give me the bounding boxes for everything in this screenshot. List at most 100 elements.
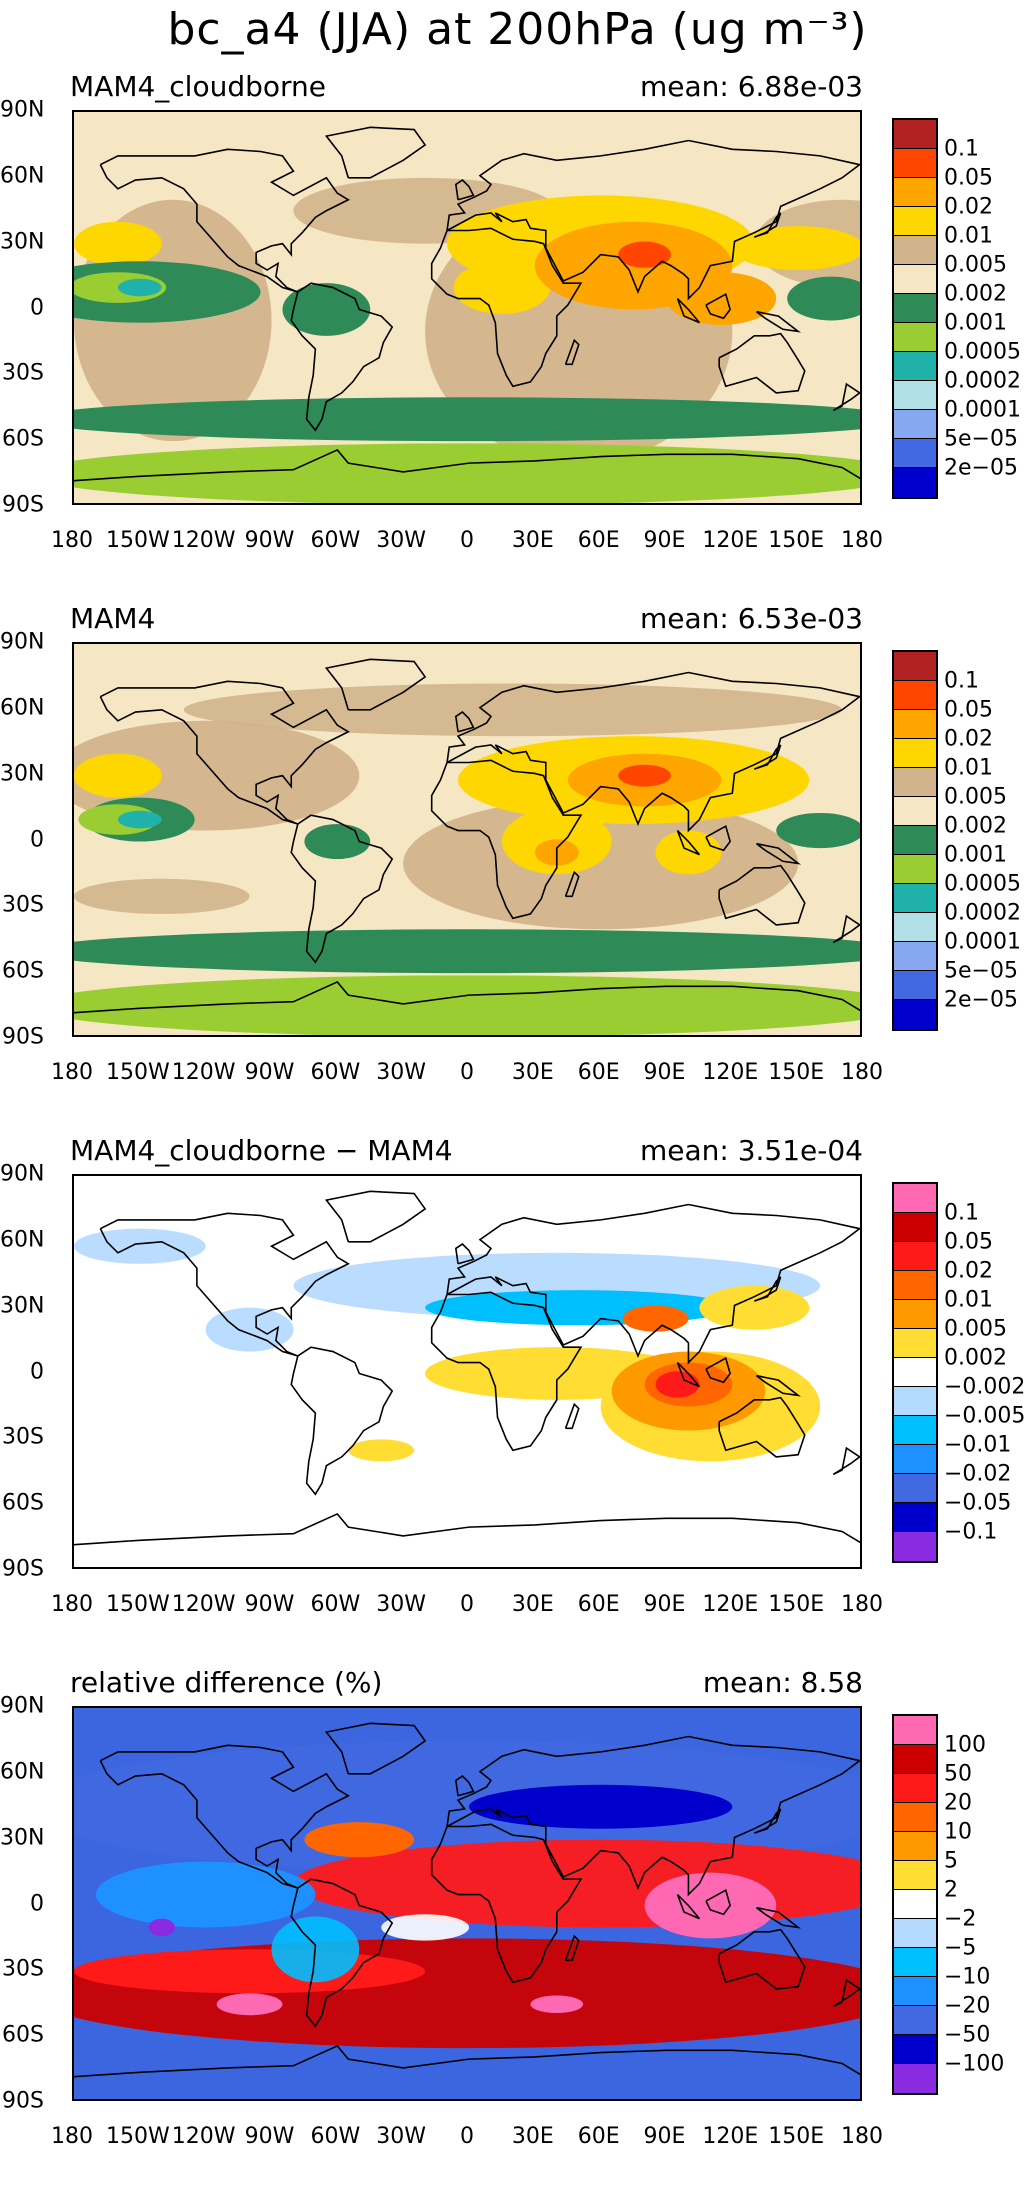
y-tick-label: 60S [2,958,44,984]
y-tick-label: 90S [2,492,44,518]
field-contour [95,1861,316,1928]
coastline [74,448,860,482]
colorbar [892,650,938,1031]
colorbar-swatch [894,1977,936,2006]
colorbar-swatch [894,1329,936,1358]
x-tick-label: 150E [768,2124,825,2149]
colorbar-label: 0.1 [944,1200,979,1226]
colorbar-label: −20 [944,1993,991,2019]
coastline [454,710,475,733]
colorbar-swatch [894,1716,936,1745]
coastline [74,2044,860,2078]
coastline [324,658,427,711]
panel-title: MAM4_cloudborne [70,70,327,103]
colorbar-label: 5 [944,1848,958,1874]
x-tick-label: 150W [105,1060,170,1085]
field-contour [74,1949,426,1994]
colorbar-swatch [894,207,936,236]
colorbar-label: 0.002 [944,281,1007,307]
colorbar-swatch [894,1532,936,1561]
colorbar-label: 0.005 [944,784,1007,810]
field-contour [74,1740,860,1873]
coastline [753,1276,782,1302]
panel-mean: mean: 3.51e-04 [639,1134,863,1167]
colorbar-swatch [894,855,936,884]
colorbar-label: 0.0002 [944,368,1021,394]
colorbar-label: 0.0005 [944,339,1021,365]
colorbar-swatch [894,2006,936,2035]
x-tick-label: 120E [702,528,759,553]
coastline [324,126,427,179]
x-tick-label: 180 [51,1060,93,1085]
colorbar-label: 0.0002 [944,900,1021,926]
colorbar-swatch [894,797,936,826]
colorbar-label: 0.005 [944,252,1007,278]
coastline [446,671,860,833]
field-contour [117,810,162,829]
coastline [430,759,583,920]
coastline [564,1402,580,1430]
colorbar-label: −0.05 [944,1490,1012,1516]
colorbar-label: −0.1 [944,1519,998,1545]
y-tick-label: 0 [30,295,44,320]
field-contour [304,823,371,860]
coastline [99,148,350,293]
field-contour [304,1822,415,1858]
coastline [324,1190,427,1243]
y-tick-label: 90N [0,629,45,655]
x-tick-label: 30E [511,1060,554,1085]
x-tick-label: 0 [460,528,474,553]
x-tick-label: 120E [702,1060,759,1085]
colorbar-swatch [894,1890,936,1919]
field-contour [74,975,860,1035]
colorbar-label: 0.005 [944,1316,1007,1342]
colorbar-swatch [894,1300,936,1329]
x-tick-label: 150W [105,2124,170,2149]
colorbar-swatch [894,1387,936,1416]
x-tick-label: 30E [511,528,554,553]
x-tick-label: 180 [841,2124,883,2149]
y-tick-label: 60S [2,426,44,452]
panel-title: MAM4 [70,602,156,635]
y-tick-label: 30N [0,761,45,787]
coastline [705,1888,732,1916]
x-tick-label: 150E [768,1060,825,1085]
colorbar-label: 0.01 [944,223,993,249]
colorbar-label: −0.005 [944,1403,1026,1429]
field-contour [453,261,551,314]
coastline [324,1722,427,1775]
colorbar [892,1714,938,2095]
colorbar-swatch [894,1271,936,1300]
field-contour [530,1995,584,2014]
colorbar-label: 0.1 [944,136,979,162]
coastline [832,382,860,412]
colorbar-swatch [894,1000,936,1029]
colorbar-swatch [894,884,936,913]
coastline [430,1823,583,1984]
y-tick-label: 90S [2,1024,44,1050]
x-tick-label: 120E [702,2124,759,2149]
field-contour [183,683,843,737]
x-tick-label: 60W [310,1060,361,1085]
colorbar-swatch [894,178,936,207]
field-contour [469,1784,733,1829]
colorbar-label: 0.05 [944,1229,993,1255]
x-tick-label: 180 [841,1060,883,1085]
colorbar-swatch [894,1503,936,1532]
field-contour [148,1918,175,1937]
coastline [676,1893,701,1920]
colorbar-swatch [894,2064,936,2093]
coastline [99,1212,350,1357]
map-field [74,1722,860,2078]
colorbar-swatch [894,265,936,294]
x-tick-label: 150W [105,528,170,553]
x-tick-label: 90E [643,1592,686,1617]
y-tick-label: 0 [30,827,44,852]
coastline [99,1744,350,1889]
colorbar-swatch [894,1861,936,1890]
x-tick-label: 60W [310,2124,361,2149]
y-tick-label: 60N [0,1227,45,1253]
colorbar-label: 5e−05 [944,426,1018,452]
panel-mean: mean: 6.88e-03 [639,70,863,103]
colorbar-swatch [894,120,936,149]
